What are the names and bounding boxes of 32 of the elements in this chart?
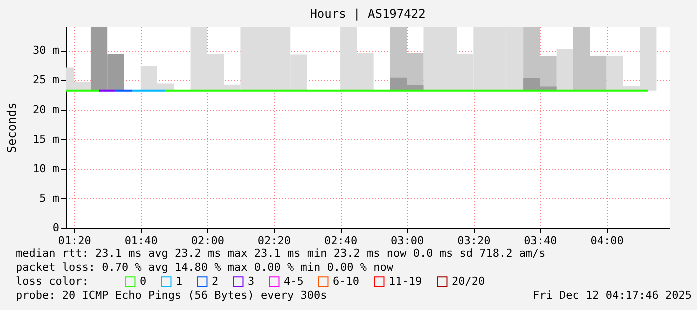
x-tick-label: 03:20 <box>458 234 491 248</box>
x-tick-label: 03:00 <box>391 234 424 248</box>
y-axis-title: Seconds <box>5 102 20 154</box>
legend-label: 1 <box>176 274 183 288</box>
x-tick-label: 04:00 <box>590 234 624 248</box>
x-tick-label: 02:40 <box>324 234 358 248</box>
legend-title: loss color: <box>16 275 89 288</box>
y-tick-label: 15 m <box>33 132 60 146</box>
legend-label: 11-19 <box>389 274 422 288</box>
legend-label: 2 <box>212 274 219 288</box>
legend-label: 4-5 <box>284 274 304 288</box>
text: median rtt: 23.1 ms avg 23.2 ms max 23.1 ms min 23.2 ms now 0.0 ms sd 718.2 am/s <box>16 247 546 260</box>
chart-title: Hours | AS197422 <box>310 7 426 21</box>
y-tick-label: 20 m <box>33 103 60 116</box>
x-tick-label: 01:20 <box>58 234 92 248</box>
x-tick-label: 03:40 <box>524 234 558 248</box>
legend-label: 6-10 <box>333 274 360 288</box>
text: packet loss: 0.70 % avg 14.80 % max 0.00 % min 0.00 % now <box>16 261 394 274</box>
legend-label: 0 <box>140 274 147 288</box>
x-tick-label: 01:40 <box>124 234 158 248</box>
legend-label: 3 <box>248 274 255 288</box>
x-tick-label: 02:00 <box>191 234 224 248</box>
legend-label: 20/20 <box>452 274 486 288</box>
x-tick-label: 02:20 <box>258 234 292 248</box>
y-tick-label: 5 m <box>40 192 60 205</box>
bar <box>556 49 574 91</box>
y-tick-label: 30 m <box>33 44 60 58</box>
y-tick-label: 25 m <box>33 74 60 87</box>
text: Fri Dec 12 04:17:46 2025 <box>533 289 692 302</box>
y-tick-label: 0 <box>52 222 60 234</box>
y-tick-label: 10 m <box>33 162 60 176</box>
text: probe: 20 ICMP Echo Pings (56 Bytes) every 300s <box>16 289 328 302</box>
